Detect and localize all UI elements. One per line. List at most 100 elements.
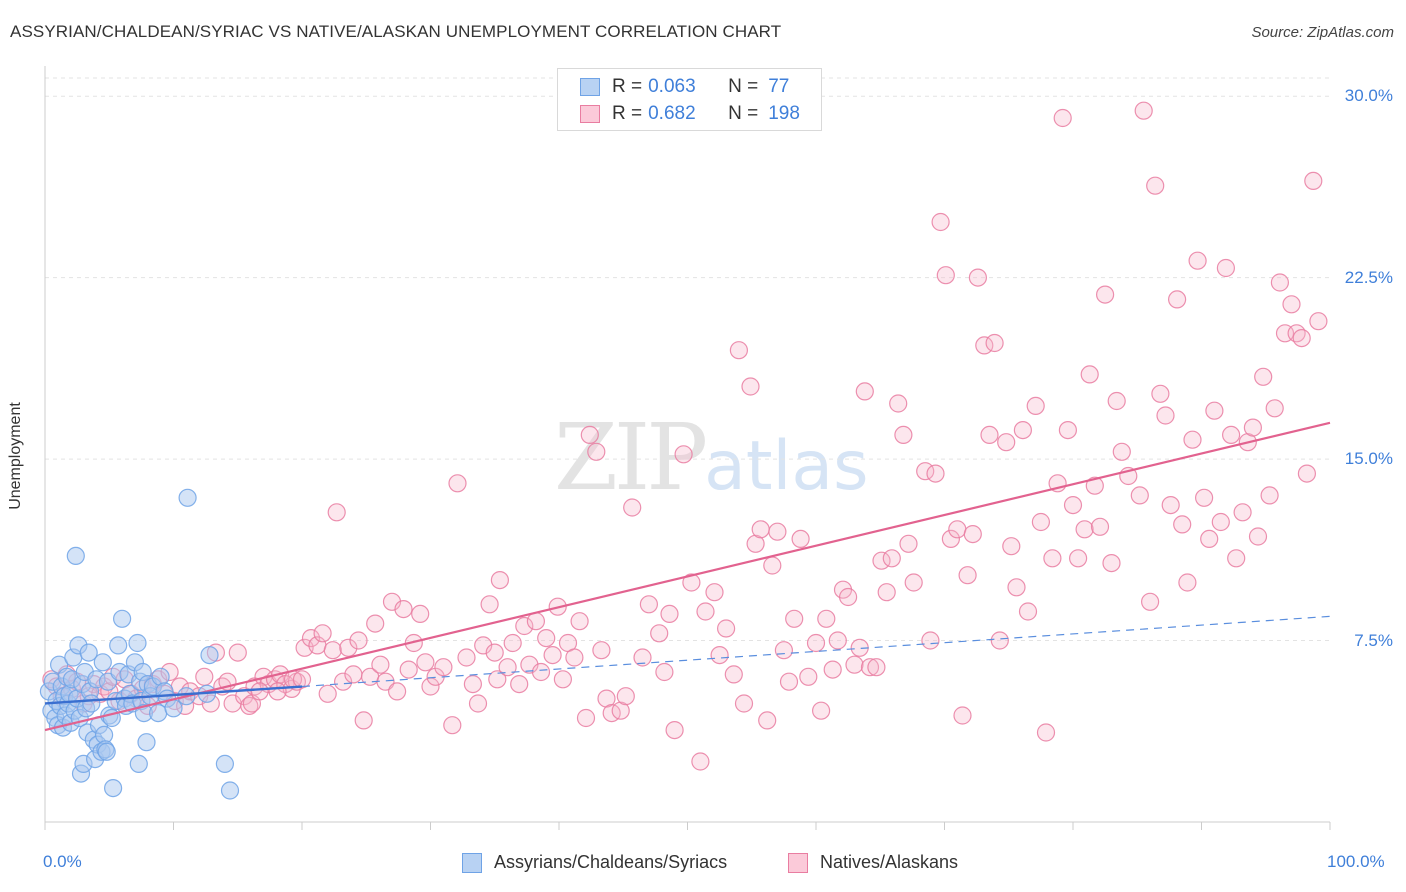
data-point-natives — [741, 377, 760, 396]
data-point-natives — [665, 720, 684, 740]
data-point-assyrians — [79, 643, 98, 662]
data-point-natives — [399, 660, 418, 679]
data-point-natives — [313, 624, 332, 643]
data-point-natives — [729, 341, 749, 360]
data-point-natives — [948, 520, 967, 539]
data-point-natives — [1265, 399, 1284, 418]
data-point-natives — [1007, 578, 1026, 597]
trend-line-assyrians-extension — [301, 615, 1331, 688]
data-point-natives — [543, 645, 562, 665]
legend-n-value: 198 — [768, 103, 800, 124]
data-point-natives — [894, 425, 913, 444]
x-tick-label-max: 100.0% — [1327, 852, 1385, 871]
data-point-natives — [1013, 421, 1033, 440]
data-point-natives — [758, 711, 777, 730]
legend-n-value: 77 — [768, 76, 790, 97]
data-point-natives — [339, 638, 358, 657]
data-point-natives — [576, 708, 596, 728]
data-point-natives — [980, 425, 999, 444]
data-point-natives — [292, 670, 312, 689]
data-point-natives — [1173, 515, 1192, 534]
data-point-natives — [1233, 503, 1252, 522]
data-point-natives — [457, 648, 476, 667]
data-point-natives — [1211, 512, 1230, 532]
data-point-natives — [860, 658, 880, 677]
data-point-assyrians — [103, 778, 123, 798]
data-point-natives — [936, 266, 955, 285]
trend-line-natives — [44, 421, 1331, 732]
data-point-natives — [774, 641, 794, 660]
data-point-natives — [623, 498, 642, 517]
legend-r-value: 0.063 — [648, 76, 696, 97]
data-point-natives — [968, 268, 988, 287]
correlation-legend: R = 0.063 N = 77 R = 0.682 N = 198 — [557, 68, 822, 131]
data-point-natives — [931, 212, 950, 232]
bottom-legend-swatch-blue — [462, 852, 482, 873]
data-point-natives — [958, 566, 977, 585]
x-tick-label-min: 0.0% — [43, 852, 82, 871]
data-point-natives — [592, 641, 611, 660]
y-axis-label: Unemployment — [7, 402, 24, 510]
data-point-assyrians — [137, 733, 156, 752]
data-point-natives — [382, 592, 402, 611]
bottom-legend-assyrians: Assyrians/Chaldeans/Syriacs — [462, 852, 727, 873]
data-point-natives — [963, 524, 982, 544]
data-point-natives — [1140, 592, 1160, 611]
data-point-natives — [553, 670, 573, 689]
data-point-natives — [485, 643, 504, 662]
bottom-legend-swatch-pink — [788, 852, 808, 873]
data-point-natives — [334, 672, 353, 691]
data-point-natives — [1254, 367, 1273, 386]
data-point-natives — [526, 612, 546, 631]
data-point-natives — [1134, 101, 1153, 120]
data-point-natives — [926, 464, 945, 483]
data-point-natives — [691, 752, 710, 771]
data-point-natives — [734, 694, 754, 713]
bottom-legend-natives: Natives/Alaskans — [788, 852, 958, 873]
watermark-logo: ZIPatlas — [554, 404, 869, 511]
data-point-natives — [1102, 553, 1121, 573]
trend-line-assyrians — [44, 685, 303, 705]
data-point-natives — [1095, 285, 1115, 304]
data-point-natives — [1167, 290, 1187, 309]
data-point-natives — [510, 674, 529, 694]
data-point-natives — [1161, 496, 1180, 515]
data-point-natives — [1292, 329, 1311, 348]
legend-n-label: N = — [728, 76, 759, 97]
data-point-natives — [746, 534, 765, 553]
data-point-natives — [448, 474, 467, 493]
data-point-natives — [1178, 573, 1197, 592]
data-point-natives — [1053, 108, 1072, 128]
data-point-natives — [1112, 442, 1131, 461]
y-tick-label: 7.5% — [1354, 630, 1393, 650]
data-point-natives — [710, 645, 729, 665]
data-point-natives — [806, 633, 826, 653]
data-point-natives — [1058, 421, 1078, 440]
data-point-natives — [411, 604, 430, 624]
data-point-natives — [639, 595, 659, 614]
data-point-natives — [921, 631, 940, 650]
data-point-assyrians — [97, 742, 116, 761]
data-point-assyrians — [128, 633, 147, 653]
data-point-assyrians — [82, 694, 101, 713]
legend-row-assyrians: R = 0.063 N = 77 — [580, 76, 789, 98]
bottom-legend-label: Assyrians/Chaldeans/Syriacs — [494, 852, 728, 872]
data-point-assyrians — [178, 488, 197, 507]
data-point-natives — [990, 631, 1009, 650]
legend-row-natives: R = 0.682 N = 198 — [580, 103, 800, 125]
legend-n-label: N = — [728, 103, 759, 124]
data-point-natives — [855, 382, 874, 401]
bottom-legend-label: Natives/Alaskans — [820, 852, 959, 872]
data-point-natives — [779, 672, 799, 691]
data-point-natives — [1200, 529, 1219, 549]
data-point-natives — [1194, 488, 1214, 507]
data-point-natives — [799, 667, 818, 686]
data-point-natives — [660, 604, 679, 624]
data-point-natives — [327, 503, 346, 522]
data-point-natives — [1304, 171, 1323, 190]
data-point-natives — [1243, 418, 1263, 437]
y-tick-label: 30.0% — [1344, 86, 1393, 106]
data-point-natives — [371, 655, 390, 674]
data-point-natives — [240, 696, 259, 716]
data-point-natives — [1085, 476, 1104, 495]
